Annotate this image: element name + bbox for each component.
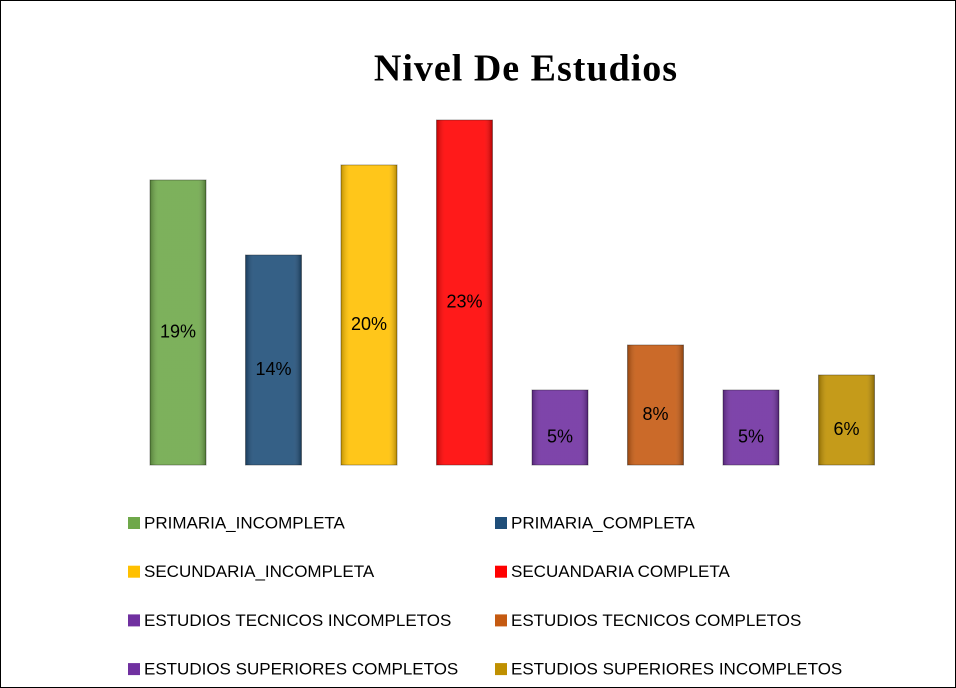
legend-label: ESTUDIOS TECNICOS INCOMPLETOS [144,611,451,630]
data-label: 23% [446,291,482,311]
data-label: 6% [833,419,859,439]
chart-title: Nivel De Estudios [374,48,678,90]
legend-swatch [495,517,507,529]
legend-swatch [495,663,507,676]
legend-label: ESTUDIOS TECNICOS COMPLETOS [511,611,801,630]
legend-swatch [495,614,507,627]
legend-swatch [128,565,140,578]
legend-label: PRIMARIA_COMPLETA [511,513,696,532]
legend-label: SECUANDARIA COMPLETA [511,562,731,581]
legend-swatch [128,517,140,529]
legend-swatch [128,663,140,676]
data-label: 5% [547,426,573,446]
legend-label: SECUNDARIA_INCOMPLETA [144,562,375,581]
legend-swatch [495,565,507,578]
data-label: 19% [160,321,196,341]
data-label: 20% [351,314,387,334]
data-label: 14% [255,359,291,379]
legend-label: PRIMARIA_INCOMPLETA [144,513,346,532]
data-label: 8% [642,404,668,424]
legend-swatch [128,614,140,627]
legend-label: ESTUDIOS SUPERIORES INCOMPLETOS [511,660,842,679]
legend-label: ESTUDIOS SUPERIORES COMPLETOS [144,660,458,679]
data-label: 5% [738,426,764,446]
